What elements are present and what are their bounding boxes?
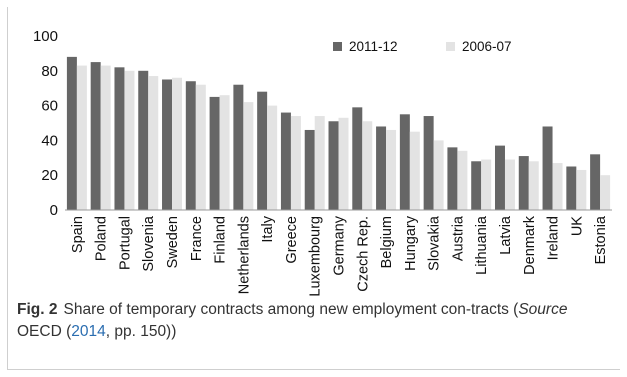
- bar-2006-07-greece: [290, 116, 301, 210]
- bar-2006-07-denmark: [528, 161, 539, 210]
- bar-2011-12-uk: [566, 166, 577, 210]
- x-tick-label: Finland: [213, 216, 229, 264]
- x-tick-label: Lithuania: [474, 215, 490, 275]
- bar-2011-12-slovenia: [138, 70, 149, 210]
- bar-2011-12-finland: [209, 96, 220, 210]
- x-tick-label: Ireland: [546, 216, 562, 260]
- figure-caption: Fig. 2 Share of temporary contracts among…: [17, 299, 613, 343]
- bar-2006-07-sweden: [172, 77, 183, 210]
- x-tick-label: Slovakia: [427, 215, 443, 271]
- bar-2011-12-estonia: [590, 154, 601, 210]
- figure-label: Fig. 2: [17, 301, 58, 318]
- bar-chart: 0 20 40 60 80 100 Spain Poland Portugal Slovenia…: [33, 28, 612, 297]
- bar-2006-07-luxembourg: [314, 116, 325, 210]
- bar-2011-12-belgium: [376, 126, 387, 210]
- x-tick-label: Austria: [450, 215, 466, 261]
- bar-2006-07-poland: [100, 65, 111, 210]
- x-axis: Spain Poland Portugal Slovenia Sweden France F…: [70, 215, 609, 297]
- bar-2011-12-czech-rep-: [352, 107, 363, 210]
- bar-2006-07-estonia: [600, 175, 611, 210]
- bar-2011-12-spain: [66, 56, 77, 210]
- caption-source-org: OECD (: [17, 323, 72, 340]
- x-tick-label: Latvia: [498, 215, 514, 255]
- legend: 2011-12 2006-07: [333, 39, 512, 54]
- bar-2011-12-netherlands: [233, 84, 244, 210]
- x-tick-label: Netherlands: [236, 216, 252, 294]
- bar-2006-07-uk: [576, 169, 587, 210]
- bar-2011-12-latvia: [494, 145, 505, 210]
- bar-2006-07-latvia: [504, 159, 515, 210]
- bar-2011-12-slovakia: [423, 116, 434, 210]
- x-tick-label: Estonia: [593, 215, 609, 264]
- x-tick-label: Sweden: [165, 216, 181, 268]
- bar-2011-12-austria: [447, 147, 458, 210]
- bar-2006-07-austria: [457, 150, 468, 210]
- y-tick-label: 80: [41, 63, 58, 80]
- bar-2006-07-france: [195, 84, 206, 210]
- legend-swatch: [333, 42, 342, 51]
- x-tick-label: Hungary: [403, 215, 419, 271]
- y-tick-label: 40: [41, 132, 58, 149]
- bar-2006-07-belgium: [386, 129, 397, 210]
- bar-2006-07-netherlands: [243, 102, 254, 210]
- x-tick-label: Denmark: [522, 215, 538, 275]
- bar-2011-12-italy: [257, 91, 268, 210]
- x-tick-label: Greece: [284, 216, 300, 264]
- bar-2006-07-hungary: [409, 131, 420, 210]
- bars: [66, 56, 611, 211]
- bar-2006-07-slovakia: [433, 140, 444, 210]
- legend-swatch: [446, 42, 455, 51]
- bar-2006-07-ireland: [552, 163, 563, 210]
- x-tick-label: Slovenia: [141, 215, 157, 272]
- x-tick-label: Spain: [70, 216, 86, 253]
- bar-2011-12-poland: [90, 62, 101, 210]
- bar-2011-12-lithuania: [471, 161, 482, 210]
- x-tick-label: Portugal: [117, 216, 133, 270]
- bar-2011-12-portugal: [114, 67, 125, 210]
- bar-2011-12-france: [185, 81, 196, 211]
- bar-2006-07-germany: [338, 117, 349, 210]
- x-tick-label: Germany: [332, 215, 348, 275]
- bar-2011-12-ireland: [542, 126, 553, 210]
- y-axis: 0 20 40 60 80 100: [33, 28, 612, 219]
- caption-year-link[interactable]: 2014: [71, 323, 106, 340]
- x-tick-label: Belgium: [379, 216, 395, 268]
- x-tick-label: Poland: [94, 216, 110, 261]
- bar-2006-07-czech-rep-: [362, 121, 373, 210]
- y-tick-label: 0: [50, 202, 58, 219]
- caption-source-word: Source: [518, 301, 568, 318]
- bar-2006-07-lithuania: [481, 159, 492, 210]
- x-tick-label: Luxembourg: [308, 216, 324, 297]
- x-tick-label: Czech Rep.: [355, 216, 371, 292]
- legend-label: 2006-07: [462, 39, 512, 54]
- caption-text-after: , pp. 150)): [105, 323, 177, 340]
- bar-2006-07-italy: [267, 105, 278, 210]
- bar-2006-07-finland: [219, 95, 230, 210]
- x-tick-label: Italy: [260, 215, 276, 242]
- bar-2011-12-luxembourg: [304, 129, 315, 210]
- bar-2006-07-portugal: [124, 70, 135, 210]
- legend-label: 2011-12: [349, 39, 398, 54]
- x-tick-label: France: [189, 216, 205, 261]
- y-tick-label: 20: [41, 167, 58, 184]
- bar-2011-12-hungary: [399, 114, 410, 210]
- bar-2011-12-sweden: [162, 79, 173, 210]
- bar-2006-07-spain: [76, 65, 87, 210]
- y-tick-label: 100: [33, 28, 58, 45]
- bar-2011-12-greece: [280, 112, 291, 210]
- caption-text: Share of temporary contracts among new e…: [63, 301, 519, 318]
- bar-2011-12-denmark: [518, 156, 529, 210]
- y-tick-label: 60: [41, 98, 58, 115]
- x-tick-label: UK: [569, 216, 585, 236]
- bar-2011-12-germany: [328, 121, 339, 210]
- bar-2006-07-slovenia: [148, 76, 159, 211]
